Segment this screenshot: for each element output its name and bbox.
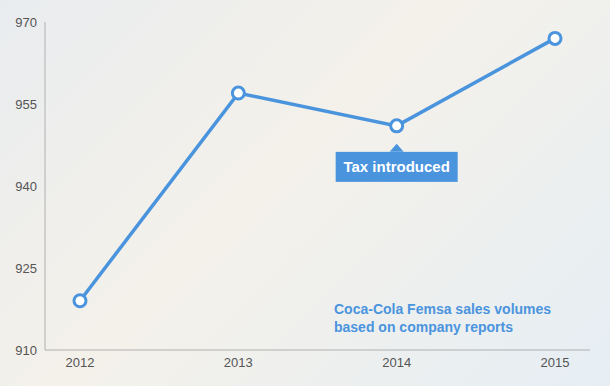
svg-text:910: 910: [15, 343, 37, 358]
svg-text:970: 970: [15, 15, 37, 30]
svg-text:2015: 2015: [541, 355, 570, 370]
svg-text:2012: 2012: [66, 355, 95, 370]
svg-text:940: 940: [15, 179, 37, 194]
svg-text:925: 925: [15, 261, 37, 276]
svg-text:Tax introduced: Tax introduced: [343, 158, 449, 175]
html-text:Coca-Cola Femsa sales volumes: Coca-Cola Femsa sales volumes based on c…: [334, 301, 552, 335]
svg-text:2014: 2014: [382, 355, 411, 370]
svg-text:2013: 2013: [224, 355, 253, 370]
svg-text:955: 955: [15, 97, 37, 112]
